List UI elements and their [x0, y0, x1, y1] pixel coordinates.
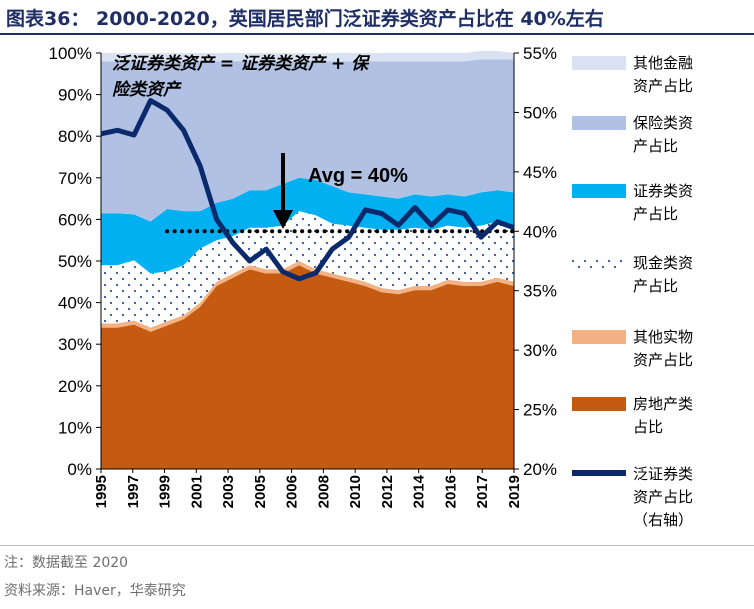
x-tick-label: 2014	[411, 474, 428, 508]
legend-swatch-cash	[572, 256, 626, 270]
legend-label: 保险类资	[633, 114, 693, 132]
x-tick-label: 1997	[125, 475, 142, 508]
legend-swatch-insurance	[572, 116, 626, 130]
chart-area: 0% 10% 20% 30% 40% 50% 60% 70% 80% 90% 100% 20% 25% 3…	[49, 44, 694, 529]
legend-label: 产占比	[633, 137, 678, 155]
legend-swatch-securities	[572, 184, 626, 198]
right-tick-label: 40%	[523, 222, 557, 241]
legend-label: 产占比	[633, 277, 678, 295]
x-tick-label: 2003	[220, 475, 237, 508]
right-tick-label: 50%	[523, 103, 557, 122]
x-tick-label: 2010	[347, 475, 364, 508]
area-securities	[101, 177, 514, 274]
left-tick-label: 80%	[58, 127, 92, 146]
x-tick-label: 2005	[252, 475, 269, 508]
definition-annotation: 泛证券类资产 = 证券类资产 + 保	[112, 54, 371, 74]
right-tick-label: 30%	[523, 341, 557, 360]
legend-label: 占比	[633, 418, 663, 436]
legend-label: 泛证券类	[633, 465, 693, 483]
left-tick-label: 20%	[58, 377, 92, 396]
legend-label: 资产占比	[633, 77, 693, 95]
legend-label: 资产占比	[633, 488, 693, 506]
left-tick-label: 40%	[58, 294, 92, 313]
legend-swatch-other-physical	[572, 330, 626, 344]
area-other-physical	[101, 261, 514, 332]
securities-share-line	[100, 98, 515, 282]
right-tick-label: 35%	[523, 282, 557, 301]
right-tick-label: 55%	[523, 44, 557, 63]
footer-rule	[0, 545, 754, 546]
average-line-group: Avg = 40%	[165, 153, 516, 234]
left-tick-label: 10%	[58, 418, 92, 437]
area-real-estate	[101, 265, 514, 469]
right-tick-label: 45%	[523, 163, 557, 182]
x-tick-label: 2016	[443, 475, 460, 508]
left-tick-label: 90%	[58, 86, 92, 105]
x-tick-label: 2001	[188, 475, 205, 508]
x-tick-label: 2012	[379, 475, 396, 508]
title-bar: 图表36： 2000-2020，英国居民部门泛证券类资产占比在 40%左右	[0, 0, 754, 35]
left-tick-label: 30%	[58, 335, 92, 354]
right-tick-label: 25%	[523, 401, 557, 420]
source-note: 资料来源：Haver，华泰研究	[4, 583, 186, 599]
x-tick-label: 1995	[93, 475, 110, 508]
area-cash	[101, 211, 514, 328]
definition-annotation: 险类资产	[112, 80, 182, 100]
legend-label: 其他金融	[633, 54, 693, 72]
x-tick-label: 2019	[506, 475, 523, 508]
legend-swatch-other-financial	[572, 56, 626, 70]
securities-line-group	[100, 98, 515, 282]
average-label: Avg = 40%	[308, 165, 408, 187]
legend-label: （右轴）	[633, 511, 693, 529]
legend-label: 证券类资	[633, 182, 693, 200]
legend-label: 现金类资	[633, 254, 693, 272]
x-tick-label: 1999	[157, 475, 174, 508]
left-tick-label: 100%	[49, 44, 92, 63]
legend-swatch-line	[572, 470, 626, 476]
footnote: 注：数据截至 2020	[4, 555, 129, 571]
legend: 其他金融资产占比保险类资产占比证券类资产占比现金类资产占比其他实物资产占比房地产…	[572, 54, 693, 529]
stacked-areas	[101, 50, 514, 469]
x-tick-label: 2017	[474, 475, 491, 508]
left-tick-label: 70%	[58, 169, 92, 188]
title-underline	[0, 33, 754, 35]
left-tick-label: 60%	[58, 210, 92, 229]
x-tick-label: 2006	[284, 475, 301, 508]
chart-title: 图表36： 2000-2020，英国居民部门泛证券类资产占比在 40%左右	[6, 8, 604, 30]
legend-swatch-real-estate	[572, 397, 626, 411]
x-tick-label: 2008	[315, 475, 332, 508]
legend-label: 产占比	[633, 205, 678, 223]
left-tick-label: 0%	[67, 460, 92, 479]
area-other-financial	[101, 50, 514, 62]
average-arrow-head	[273, 210, 293, 229]
right-tick-label: 20%	[523, 460, 557, 479]
legend-label: 资产占比	[633, 351, 693, 369]
legend-label: 房地产类	[633, 395, 693, 413]
legend-label: 其他实物	[633, 328, 693, 346]
axes: 0% 10% 20% 30% 40% 50% 60% 70% 80% 90% 100% 20% 25% 3…	[49, 44, 558, 508]
left-tick-label: 50%	[58, 252, 92, 271]
